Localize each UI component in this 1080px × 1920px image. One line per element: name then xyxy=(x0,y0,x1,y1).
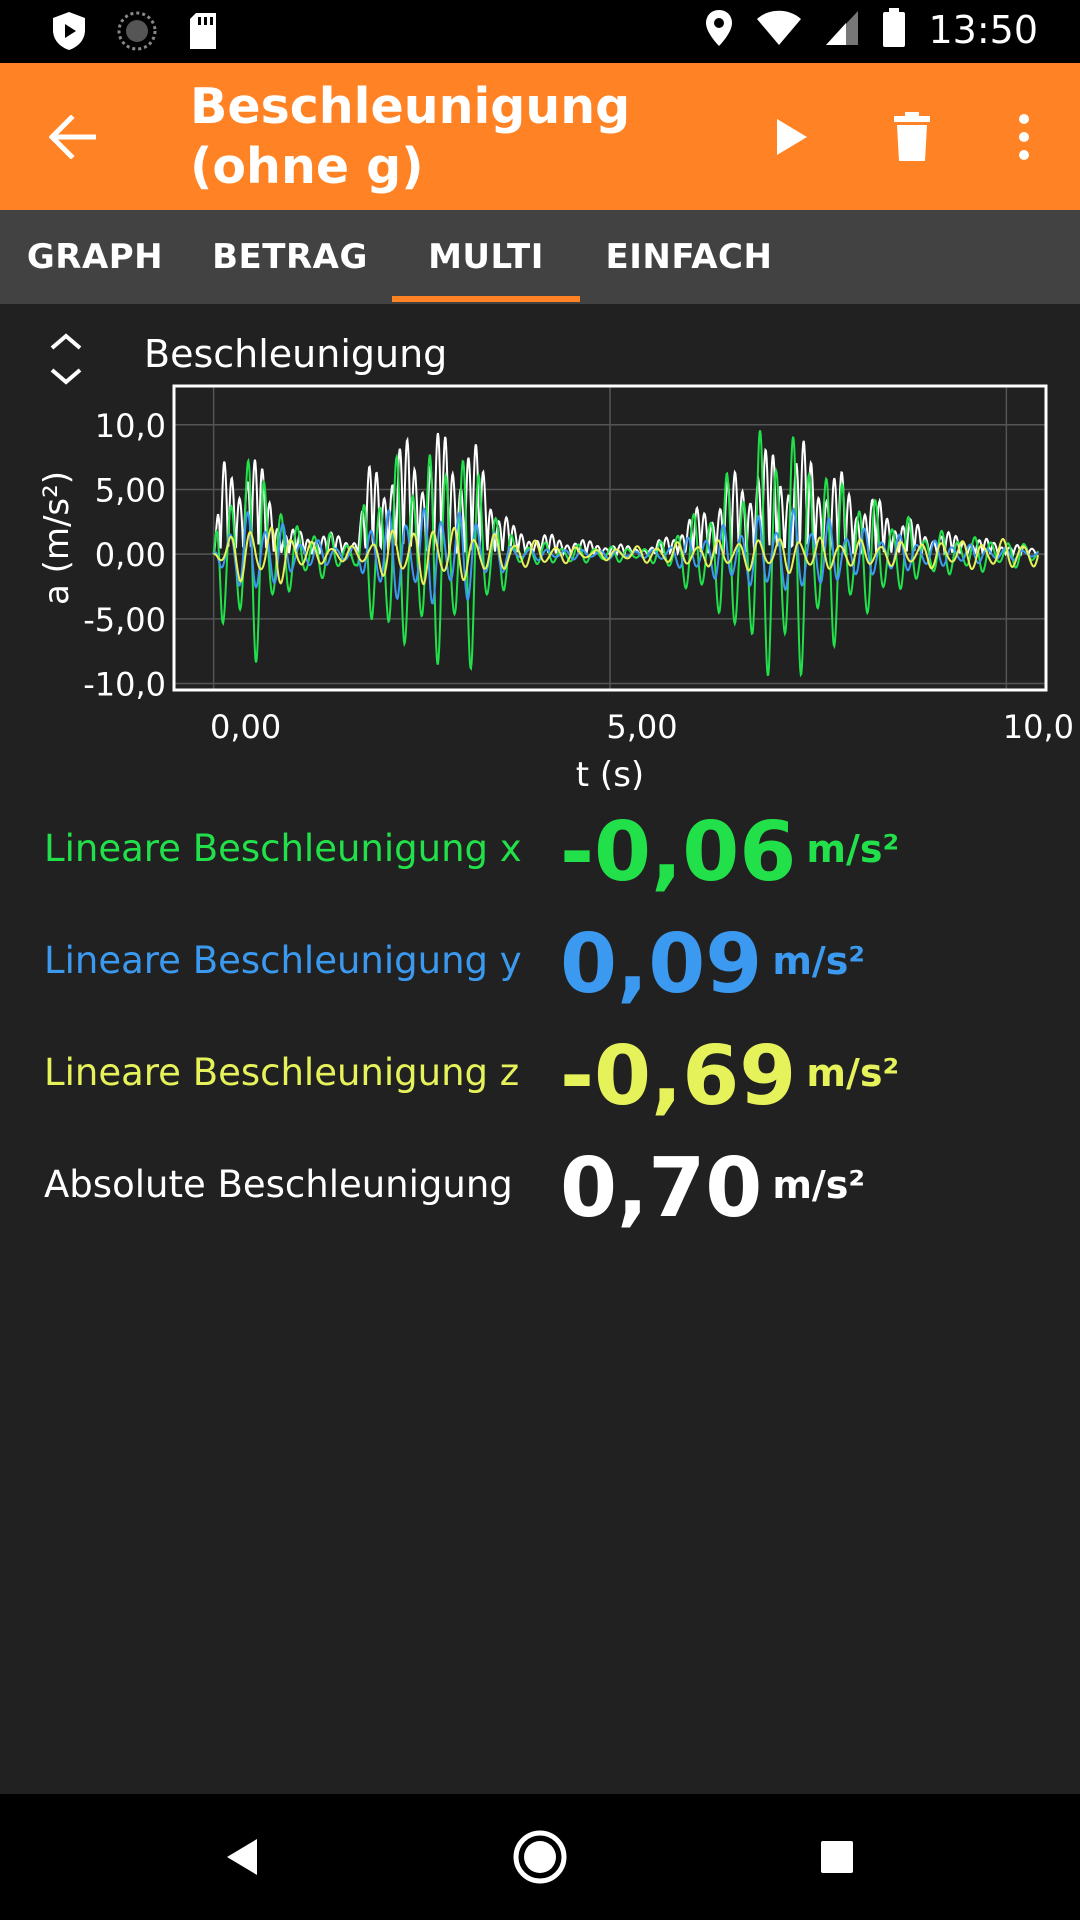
status-bar: 13:50 xyxy=(0,0,1080,63)
nav-back-icon xyxy=(227,1839,257,1875)
sd-card-icon xyxy=(186,11,220,55)
tab-betrag[interactable]: BETRAG xyxy=(212,237,368,277)
x-axis-label: t (s) xyxy=(576,755,644,790)
reading-value-x: -0,06 xyxy=(560,805,797,900)
reading-row-absolute: Absolute Beschleunigung 0,70 m/s² xyxy=(0,1141,1080,1251)
y-tick-label: 0,00 xyxy=(95,536,166,574)
reading-value-y-container: 0,09 m/s² xyxy=(560,917,865,1012)
tab-active-indicator xyxy=(392,296,580,302)
arrow-back-icon xyxy=(49,115,96,159)
reading-label-x: Lineare Beschleunigung x xyxy=(44,827,522,870)
wifi-icon xyxy=(756,9,802,51)
reading-value-z: -0,69 xyxy=(560,1029,797,1124)
reading-label-absolute: Absolute Beschleunigung xyxy=(44,1163,513,1206)
reading-unit-y: m/s² xyxy=(772,939,866,983)
reading-unit-z: m/s² xyxy=(806,1051,900,1095)
reading-row-z: Lineare Beschleunigung z -0,69 m/s² xyxy=(0,1029,1080,1139)
reading-value-y: 0,09 xyxy=(560,917,763,1012)
tab-bar: GRAPH BETRAG MULTI EINFACH xyxy=(0,210,1080,304)
series-line-0 xyxy=(212,432,1039,558)
play-icon xyxy=(777,119,807,155)
series-line-1 xyxy=(212,430,1039,678)
nav-back-button[interactable] xyxy=(208,1824,274,1890)
status-time: 13:50 xyxy=(928,8,1038,52)
y-tick-label: -10,0 xyxy=(83,666,166,704)
series-line-3 xyxy=(213,526,1040,586)
tab-multi[interactable]: MULTI xyxy=(428,237,544,277)
delete-button[interactable] xyxy=(876,101,948,173)
location-icon xyxy=(704,8,734,52)
play-button[interactable] xyxy=(756,101,828,173)
nav-recents-icon xyxy=(821,1841,853,1873)
app-toolbar: Beschleunigung (ohne g) xyxy=(0,63,1080,210)
x-tick-label: 5,00 xyxy=(606,708,677,746)
reading-value-absolute: 0,70 xyxy=(560,1141,763,1236)
x-tick-label: 10,0 xyxy=(1003,708,1074,746)
tab-einfach[interactable]: EINFACH xyxy=(605,237,773,277)
series-line-2 xyxy=(212,507,1039,605)
page-title: Beschleunigung (ohne g) xyxy=(190,78,631,195)
reading-unit-x: m/s² xyxy=(806,827,900,871)
trash-icon xyxy=(894,112,930,161)
y-tick-label: 10,0 xyxy=(95,407,166,445)
back-button[interactable] xyxy=(40,103,108,171)
nav-home-button[interactable] xyxy=(507,1824,573,1890)
reading-row-y: Lineare Beschleunigung y 0,09 m/s² xyxy=(0,917,1080,1027)
nav-home-icon xyxy=(513,1830,567,1884)
reading-row-x: Lineare Beschleunigung x -0,06 m/s² xyxy=(0,805,1080,915)
expand-collapse-icon[interactable] xyxy=(44,330,88,388)
y-axis-label: a (m/s²) xyxy=(37,471,77,605)
status-right-icons: 13:50 xyxy=(704,8,1038,52)
y-tick-label: -5,00 xyxy=(83,601,166,639)
plot-frame xyxy=(172,384,1048,692)
nav-recents-button[interactable] xyxy=(804,1824,870,1890)
acceleration-chart[interactable]: 10,0 5,00 0,00 -5,00 -10,0 0,00 5,00 10,0 a (m… xyxy=(0,370,1080,790)
signal-icon xyxy=(824,9,860,51)
reading-unit-absolute: m/s² xyxy=(772,1163,866,1207)
chart-title: Beschleunigung xyxy=(144,332,448,376)
shield-icon xyxy=(50,10,88,56)
status-left-icons xyxy=(50,10,220,56)
reading-label-y: Lineare Beschleunigung y xyxy=(44,939,522,982)
reading-value-x-container: -0,06 m/s² xyxy=(560,805,899,900)
reading-label-z: Lineare Beschleunigung z xyxy=(44,1051,520,1094)
reading-value-z-container: -0,69 m/s² xyxy=(560,1029,899,1124)
more-vert-icon xyxy=(1019,114,1029,160)
sync-icon xyxy=(116,10,158,56)
overflow-menu-button[interactable] xyxy=(1000,101,1048,173)
battery-icon xyxy=(882,8,906,52)
tab-graph[interactable]: GRAPH xyxy=(26,237,164,277)
reading-value-absolute-container: 0,70 m/s² xyxy=(560,1141,865,1236)
y-tick-label: 5,00 xyxy=(95,471,166,509)
x-tick-label: 0,00 xyxy=(210,708,281,746)
system-nav-bar xyxy=(0,1794,1080,1920)
